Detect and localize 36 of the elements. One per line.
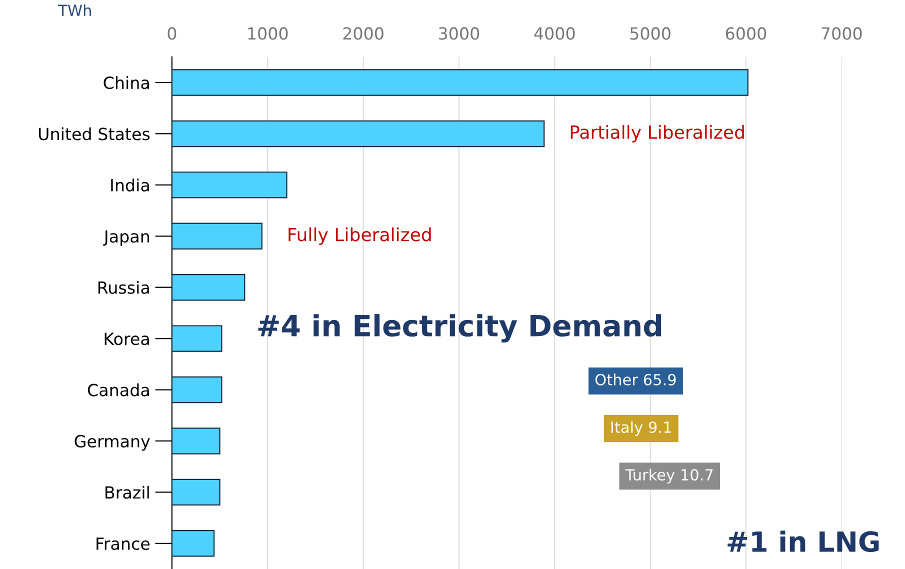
y-tick-label: United States: [39, 127, 150, 140]
bar: [172, 172, 288, 198]
y-tick-label: Korea: [104, 332, 149, 346]
bar: [172, 222, 262, 250]
y-tick-label: Japan: [103, 230, 150, 246]
annotation: Fully Liberalized: [288, 227, 431, 245]
text: #1 in LNG: [728, 530, 879, 552]
bar: [172, 69, 748, 96]
x-tick-label: 1000: [248, 27, 288, 40]
annotation: Other 65.9: [595, 374, 676, 386]
bar: [172, 376, 222, 404]
annotation: Partially Liberalized: [570, 124, 744, 142]
bar: [172, 325, 222, 352]
x-tick-label: 0: [168, 27, 176, 40]
bar: [172, 428, 220, 454]
y-tick-label: China: [104, 76, 149, 90]
x-tick-label: 3000: [439, 27, 480, 40]
bar: [172, 478, 220, 506]
y-tick-label: Brazil: [106, 486, 149, 499]
annotation: Turkey 10.7: [625, 468, 713, 484]
x-tick-label: 2000: [343, 27, 384, 40]
y-tick-label: Canada: [88, 383, 149, 396]
annotation: Italy 9.1: [611, 421, 671, 436]
y-tick-label: India: [111, 178, 149, 192]
y-tick-label: France: [96, 538, 150, 550]
x-tick-label: 4000: [534, 27, 575, 40]
bar: [172, 530, 215, 557]
x-tick-label: 7000: [822, 27, 862, 40]
y-tick-label: Russia: [98, 281, 149, 294]
x-tick-label: 5000: [630, 27, 670, 40]
text: #4 in Electricity Demand: [258, 314, 662, 343]
bar: [172, 120, 545, 148]
x-tick-label: 6000: [726, 27, 766, 40]
y-tick-label: Germany: [74, 434, 150, 451]
x-axis-title: TWh: [58, 4, 91, 16]
bar: [172, 274, 246, 301]
